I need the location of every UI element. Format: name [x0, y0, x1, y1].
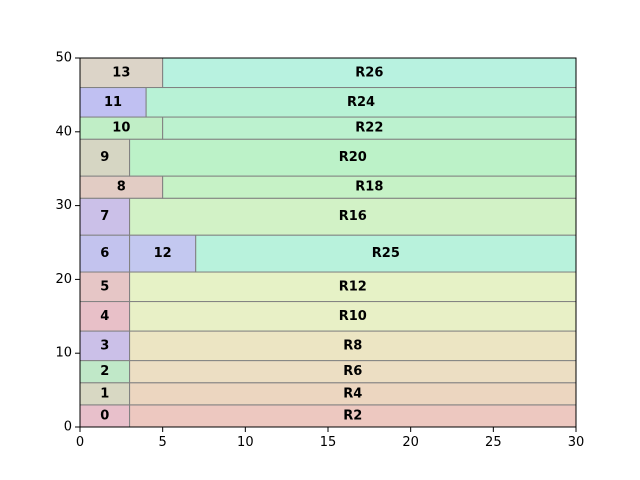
y-tick-label: 20: [55, 272, 72, 287]
rect-label-8: 8: [117, 180, 126, 195]
x-tick-label: 20: [402, 435, 419, 450]
rect-label-10: 10: [112, 121, 130, 136]
rect-label-12: 12: [154, 246, 172, 261]
rect-9: [79, 138, 131, 177]
rect-11: [79, 87, 147, 118]
x-tick-label: 10: [237, 435, 254, 450]
x-tick-label: 30: [568, 435, 585, 450]
rect-label-9: 9: [100, 150, 109, 165]
y-tick-label: 10: [55, 346, 72, 361]
y-tick-label: 30: [55, 198, 72, 213]
rect-label-r10: R10: [339, 309, 367, 324]
rect-label-r8: R8: [343, 338, 362, 353]
rect-r12: [129, 271, 577, 303]
rect-label-4: 4: [100, 309, 109, 324]
rect-r24: [145, 87, 577, 118]
rect-label-7: 7: [100, 209, 109, 224]
rect-label-r18: R18: [355, 180, 383, 195]
x-tick-label: 5: [159, 435, 167, 450]
rect-label-1: 1: [100, 386, 109, 401]
rect-label-13: 13: [112, 65, 130, 80]
rect-label-r12: R12: [339, 279, 367, 294]
x-tick-label: 0: [76, 435, 84, 450]
y-tick-label: 40: [55, 124, 72, 139]
rect-r10: [129, 301, 577, 332]
rect-label-r22: R22: [355, 121, 383, 136]
rect-label-r24: R24: [347, 95, 375, 110]
rect-label-r16: R16: [339, 209, 367, 224]
rectangle-layer: 0 R2 1 R4 2 R6 3 R8 4 R10 5 R12 6 12 R25 7 R16 8 R18 9 R20 10…: [79, 57, 577, 428]
rect-label-0: 0: [100, 408, 109, 423]
rect-label-r2: R2: [343, 408, 362, 423]
rect-r20: [129, 138, 577, 177]
rect-label-2: 2: [100, 364, 109, 379]
rect-label-r4: R4: [343, 386, 362, 401]
x-tick-label: 15: [320, 435, 337, 450]
x-tick-label: 25: [485, 435, 502, 450]
y-tick-label: 0: [64, 420, 72, 435]
rect-label-r20: R20: [339, 150, 367, 165]
rect-label-3: 3: [100, 338, 109, 353]
rect-label-5: 5: [100, 279, 109, 294]
y-tick-label: 50: [55, 51, 72, 66]
rect-label-r25: R25: [372, 246, 400, 261]
rect-label-r26: R26: [355, 65, 383, 80]
rect-label-11: 11: [104, 95, 122, 110]
rect-label-r6: R6: [343, 364, 362, 379]
rect-label-6: 6: [100, 246, 109, 261]
